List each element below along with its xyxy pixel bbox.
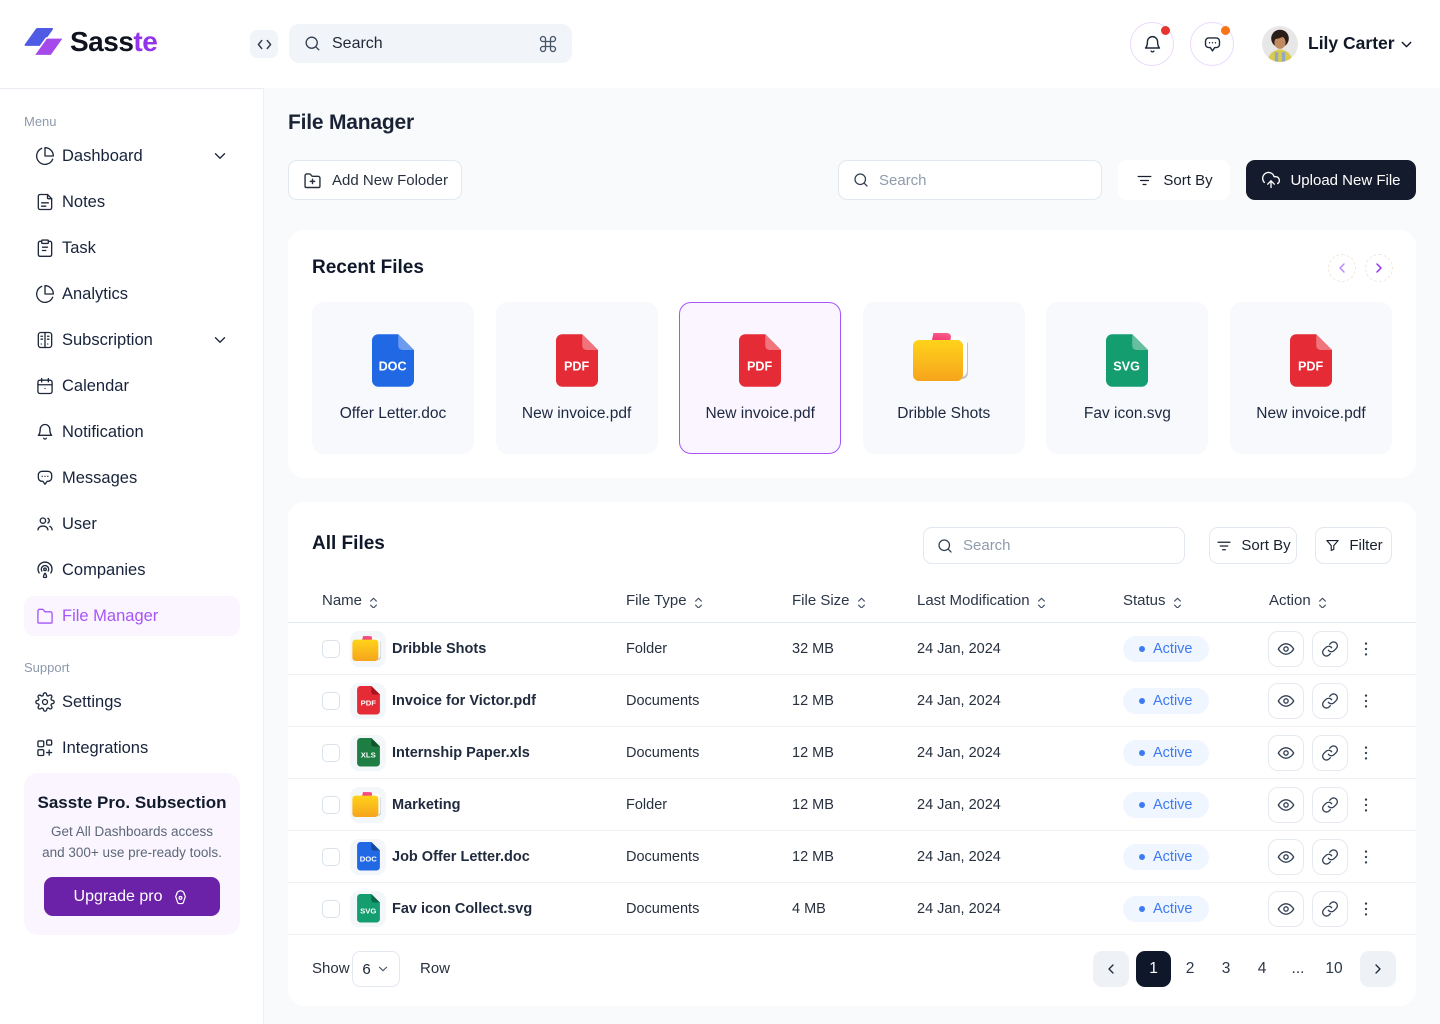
svg-text:PDF: PDF <box>360 699 376 708</box>
svg-text:DOC: DOC <box>379 359 407 373</box>
svg-text:PDF: PDF <box>564 359 589 373</box>
svg-text:DOC: DOC <box>359 855 377 864</box>
svg-text:PDF: PDF <box>747 359 772 373</box>
svg-text:PDF: PDF <box>1298 359 1323 373</box>
svg-text:SVG: SVG <box>1114 359 1141 373</box>
svg-text:XLS: XLS <box>360 751 375 760</box>
svg-text:SVG: SVG <box>360 907 376 916</box>
